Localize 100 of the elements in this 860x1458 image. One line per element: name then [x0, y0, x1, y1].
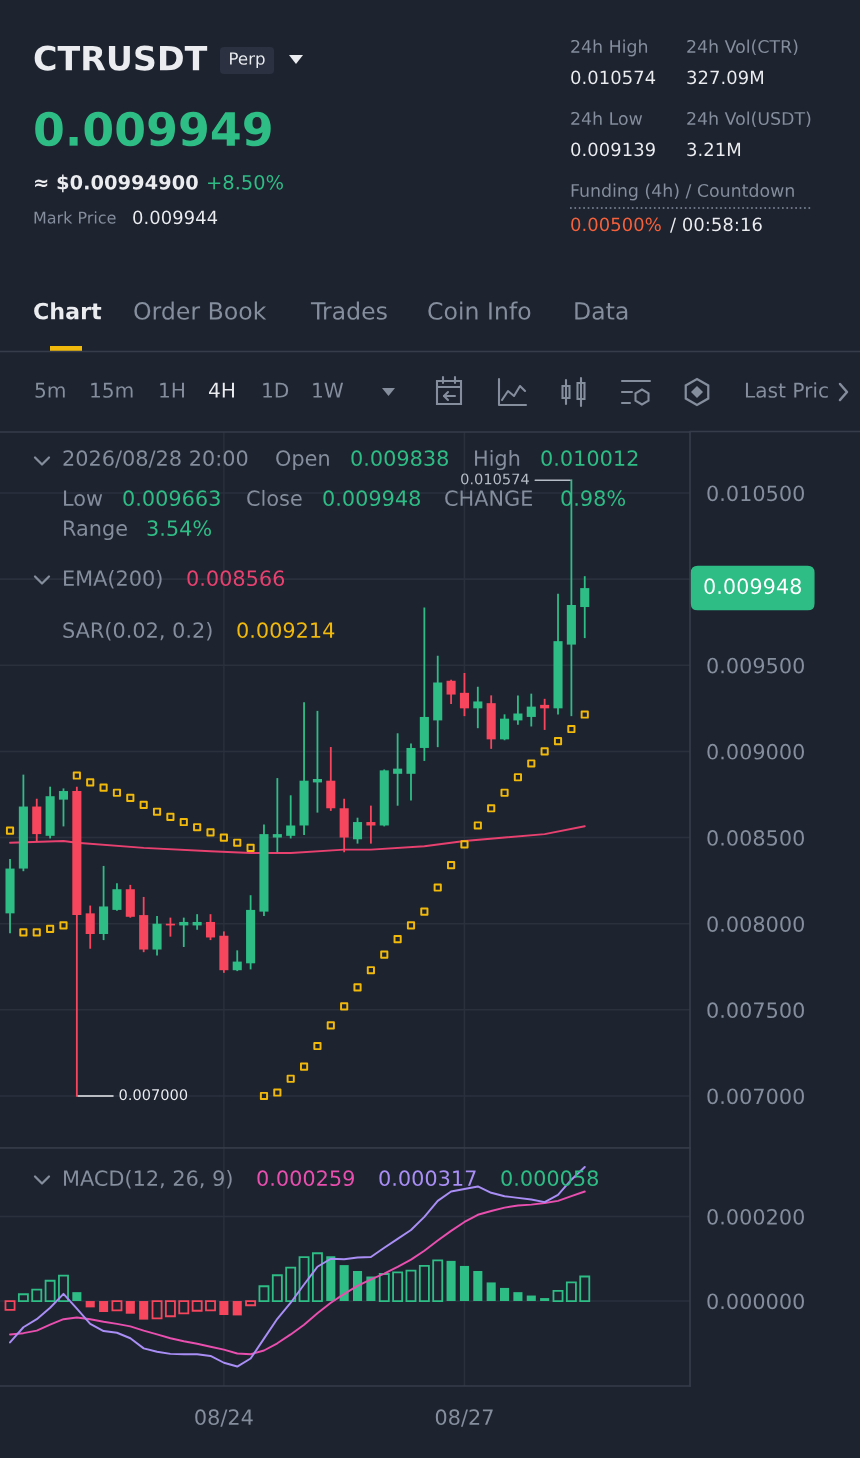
candlestick: [85, 905, 95, 949]
point: [406, 921, 416, 930]
point: [139, 800, 148, 809]
point: [86, 778, 95, 787]
y-tick-label: 0.000200: [707, 1208, 804, 1225]
bar: [540, 1298, 550, 1302]
text: 0.009139: [571, 142, 655, 157]
point: [340, 1002, 349, 1011]
bar: [31, 1288, 43, 1302]
y-tick-label: 0.008500: [707, 830, 804, 846]
text: 1D: [263, 382, 289, 398]
point: [353, 983, 362, 992]
text: Coin Info: [428, 301, 531, 320]
point: [219, 833, 228, 842]
annotation: 0.009948: [323, 490, 420, 507]
line-series: [9, 1190, 586, 1356]
bar: [205, 1300, 216, 1312]
point: [540, 747, 549, 756]
candlestick: [112, 883, 122, 911]
point: [233, 838, 242, 847]
text: Perp: [230, 52, 265, 69]
point: [366, 966, 375, 975]
text: Chart: [34, 302, 102, 320]
point: [527, 759, 536, 768]
point: [500, 788, 509, 797]
annotation: 0.008566: [187, 570, 285, 587]
candlestick: [272, 778, 282, 853]
text: MACD(12, 26, 9): [64, 1169, 232, 1189]
bar: [85, 1301, 95, 1308]
text: 1W: [313, 382, 344, 398]
text: / 00:58:16: [670, 217, 762, 233]
point: [99, 783, 108, 792]
point: [5, 826, 15, 835]
bar: [459, 1265, 469, 1302]
bar: [258, 1285, 270, 1302]
text: 3.21M: [687, 142, 741, 157]
annotation: CHANGE: [445, 490, 533, 507]
point: [433, 883, 442, 892]
text: 0.009949: [35, 111, 271, 147]
point: [152, 807, 162, 816]
text: 24h Vol(CTR): [687, 39, 798, 56]
text: 327.09M: [687, 70, 763, 85]
bar: [125, 1301, 135, 1314]
point: [580, 710, 589, 719]
bar: [500, 1287, 510, 1302]
bar: [4, 1300, 16, 1311]
point: [286, 1074, 295, 1083]
point: [326, 1021, 335, 1030]
bar: [99, 1301, 109, 1313]
annotation: High: [475, 449, 520, 471]
annotation: 3.54%: [147, 520, 212, 537]
bar: [565, 1281, 577, 1302]
text: 1H: [160, 382, 184, 398]
point: [179, 817, 188, 827]
point: [246, 843, 255, 852]
point: [393, 935, 402, 944]
point: [19, 928, 28, 937]
bar: [486, 1282, 496, 1302]
bar: [326, 1256, 336, 1302]
bar: [44, 1279, 56, 1302]
y-tick-label: 0.010500: [707, 485, 804, 502]
point: [487, 804, 496, 813]
bar: [271, 1274, 283, 1302]
y-tick-label: 0.000000: [707, 1293, 804, 1310]
point: [72, 771, 81, 780]
y-tick-label: 0.009000: [707, 743, 804, 760]
point: [380, 950, 389, 959]
text: 0.009944: [133, 210, 218, 225]
bar: [405, 1269, 417, 1302]
bar: [164, 1300, 176, 1318]
bar: [513, 1292, 523, 1302]
candlestick: [286, 795, 296, 839]
candlestick: [500, 714, 510, 741]
bar: [526, 1295, 536, 1302]
bar: [285, 1266, 297, 1302]
text: ≈ $0.00994900: [35, 174, 198, 193]
candlestick: [473, 686, 483, 729]
text: 0.010574: [571, 70, 656, 85]
point: [460, 840, 469, 849]
bar: [191, 1300, 203, 1312]
annotation: SAR(0.02, 0.2): [63, 621, 212, 641]
point: [567, 724, 576, 734]
point: [126, 793, 135, 802]
point: [553, 737, 563, 746]
candlestick: [58, 788, 69, 827]
text: 24h Vol(USDT): [687, 111, 811, 128]
bar: [473, 1271, 483, 1302]
text: 5m: [35, 382, 65, 398]
bar: [579, 1275, 591, 1302]
bar: [72, 1292, 82, 1302]
text: 24h Low: [571, 111, 643, 126]
bar: [219, 1301, 229, 1315]
x-tick-label: 08/27: [435, 1409, 493, 1427]
point: [473, 821, 482, 830]
text: 0.009948: [704, 578, 801, 595]
text: CTRUSDT: [34, 45, 208, 71]
text: Funding (4h) / Countdown: [571, 183, 794, 201]
bar: [178, 1300, 190, 1315]
bar: [139, 1301, 149, 1320]
bar: [151, 1300, 163, 1320]
